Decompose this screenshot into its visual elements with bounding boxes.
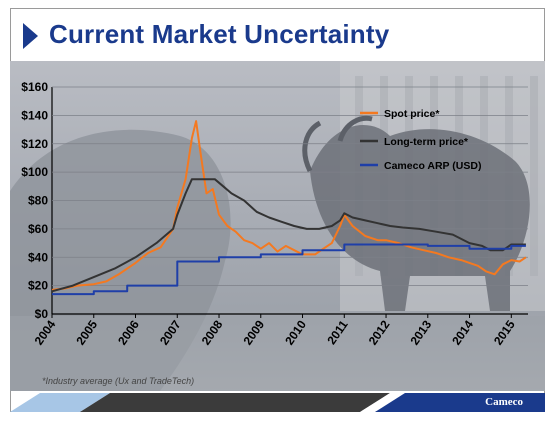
legend-label: Cameco ARP (USD) <box>384 160 481 172</box>
y-tick-label: $0 <box>35 307 49 321</box>
legend: Spot price* Long-term price* Cameco ARP (U… <box>360 108 481 172</box>
legend-label: Spot price* <box>384 108 440 120</box>
x-tick-label: 2012 <box>366 317 393 347</box>
x-tick-label: 2006 <box>115 317 142 347</box>
series-line-1 <box>51 178 526 293</box>
footnote: *Industry average (Ux and TradeTech) <box>42 376 195 386</box>
legend-label: Long-term price* <box>384 136 469 148</box>
x-tick-label: 2014 <box>449 317 476 347</box>
chart: $0$20$40$60$80$100$120$140$160 2004 2005 2… <box>21 80 528 348</box>
series-lines <box>51 120 527 296</box>
y-tick-label: $120 <box>21 137 48 151</box>
x-tick-label: 2008 <box>199 317 226 347</box>
x-tick-label: 2004 <box>32 317 59 347</box>
y-tick-label: $80 <box>28 194 48 208</box>
y-tick-label: $60 <box>28 222 48 236</box>
series-line-2 <box>52 243 526 296</box>
y-tick-label: $100 <box>21 165 48 179</box>
footer-band <box>10 393 545 412</box>
bull-bear-illustration <box>10 61 545 391</box>
grid-lines <box>51 86 528 315</box>
y-tick-label: $40 <box>28 250 48 264</box>
title-bar: Current Market Uncertainty <box>11 9 544 61</box>
series-line-0 <box>51 120 527 291</box>
slide-content: $0 $20 $40 $60 $80 $100 $120 $140 $160 2004 2005 2… <box>10 8 545 412</box>
y-axis: $0 $20 $40 $60 $80 $100 $120 $140 $160 <box>21 80 48 321</box>
x-tick-label: 2005 <box>73 317 100 347</box>
x-tick-label: 2015 <box>491 317 518 347</box>
y-tick-label: $160 <box>21 80 48 94</box>
x-tick-label: 2013 <box>407 317 434 347</box>
y-tick-label: $140 <box>21 108 48 122</box>
y-tick-label: $20 <box>28 279 48 293</box>
x-tick-label: 2010 <box>282 317 309 347</box>
slide-title: Current Market Uncertainty <box>49 19 390 49</box>
x-tick-label: 2009 <box>240 317 267 347</box>
bull-bear-photo <box>10 61 545 391</box>
triangle-bullet-icon <box>23 23 38 49</box>
x-axis: 2004 2005 2006 2007 2008 2009 2010 2011 2012 2013… <box>32 314 518 348</box>
x-tick-label: 2007 <box>157 317 184 347</box>
brand-logo: Cameco <box>485 396 523 408</box>
x-tick-label: 2011 <box>324 317 351 347</box>
